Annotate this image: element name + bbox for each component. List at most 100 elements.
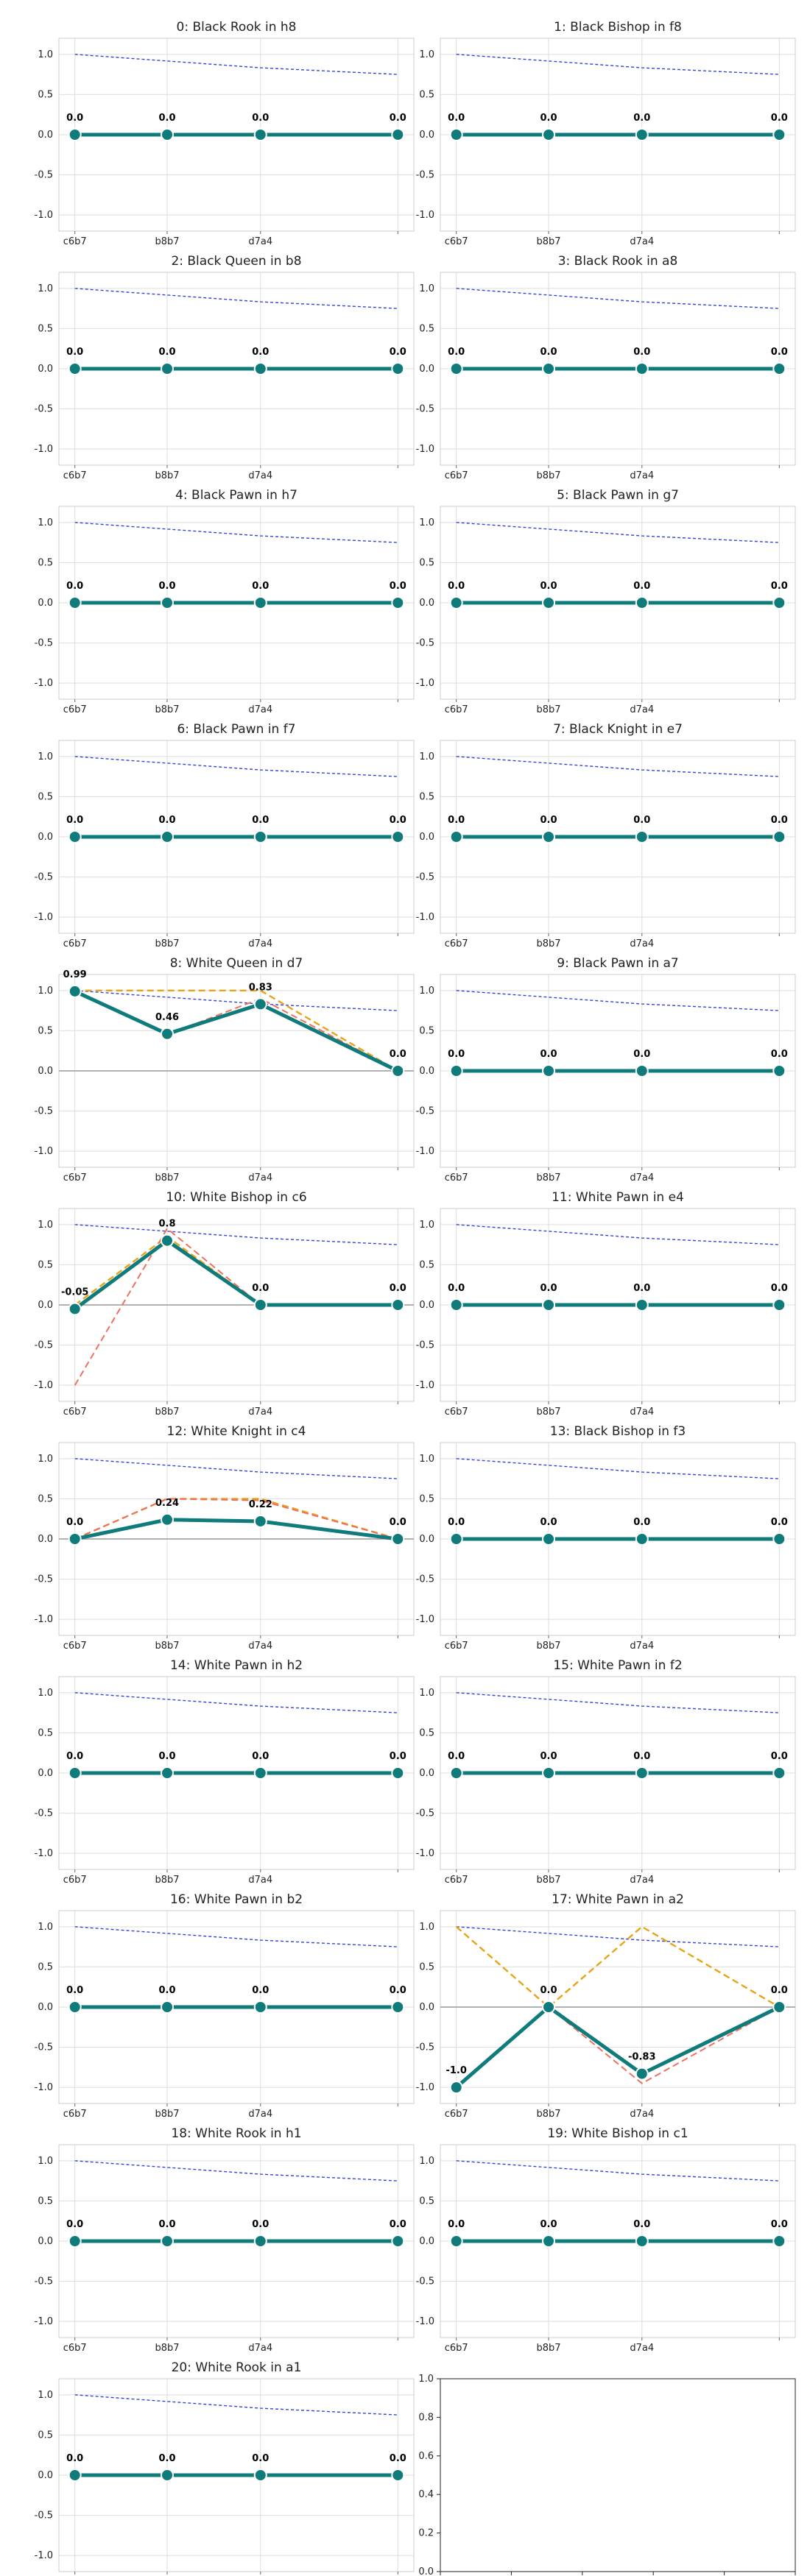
y-tick-label: 0.0 [38, 1768, 53, 1779]
data-point [253, 1766, 267, 1780]
data-label: -1.0 [446, 2065, 466, 2076]
data-label: 0.0 [158, 1751, 175, 1762]
x-tick-label: b8b7 [155, 2343, 179, 2354]
data-label: 0.0 [66, 113, 83, 124]
series-trend-line [74, 522, 398, 543]
x-tick-label: d7a4 [248, 1875, 272, 1886]
subplot-title: 17: White Pawn in a2 [552, 1892, 684, 1907]
y-tick-label: 1.0 [419, 517, 434, 528]
data-label: 0.0 [633, 581, 650, 592]
x-tick-label: d7a4 [248, 236, 272, 247]
series-trend-line [74, 288, 398, 309]
x-tick-label: b8b7 [536, 938, 560, 949]
data-point [772, 1532, 786, 1546]
y-tick-label: 0.5 [38, 1961, 53, 1972]
data-point [635, 830, 649, 843]
y-tick-label: 1.0 [419, 1688, 434, 1699]
x-tick-label: b8b7 [155, 470, 179, 481]
data-point [542, 2234, 556, 2248]
data-point [68, 1766, 82, 1780]
data-point [542, 1766, 556, 1780]
x-tick-label: b8b7 [155, 1172, 179, 1183]
series-trend-line [74, 2394, 398, 2416]
data-label: 0.0 [66, 2453, 83, 2464]
data-label: 0.0 [390, 2453, 406, 2464]
y-tick-label: -0.5 [35, 170, 53, 181]
data-point [68, 830, 82, 843]
data-point [449, 128, 463, 141]
y-tick-label: 0.5 [38, 323, 53, 334]
data-label: 0.46 [155, 1012, 179, 1023]
y-tick-label: -0.5 [35, 1106, 53, 1117]
x-tick-label: d7a4 [630, 938, 654, 949]
data-label: 0.0 [252, 2219, 269, 2230]
y-tick-label: -1.0 [35, 2550, 53, 2561]
data-label: 0.0 [540, 581, 557, 592]
data-point [772, 1766, 786, 1780]
y-tick-label: -1.0 [416, 2082, 434, 2093]
x-tick-label: d7a4 [630, 1406, 654, 1418]
data-label: 0.0 [252, 581, 269, 592]
y-tick-label: 0.0 [419, 364, 434, 375]
data-label: 0.0 [158, 581, 175, 592]
y-tick-label: 1.0 [418, 2374, 434, 2385]
y-tick-label: -0.5 [416, 2042, 434, 2053]
data-label: 0.0 [390, 1985, 406, 1996]
data-label: 0.0 [448, 113, 465, 124]
y-tick-label: 0.0 [419, 1066, 434, 1077]
data-point [635, 1766, 649, 1780]
data-label: 0.0 [540, 1751, 557, 1762]
x-tick-label: b8b7 [536, 2109, 560, 2120]
data-point [391, 1532, 405, 1546]
series-main-line [74, 1238, 398, 1311]
y-tick-label: -1.0 [416, 1146, 434, 1157]
y-tick-label: 0.5 [38, 1025, 53, 1036]
subplot-3: 3: Black Rook in a8 1.0 0.5 0.0 -0.5 -1.0 c6b7… [416, 254, 796, 481]
y-tick-label: -0.5 [416, 872, 434, 883]
data-label: 0.0 [448, 1283, 465, 1294]
y-tick-label: -1.0 [416, 2316, 434, 2327]
data-label: -0.83 [628, 2052, 655, 2063]
subplot-title: 2: Black Queen in b8 [171, 254, 301, 269]
y-tick-label: 0.5 [38, 2195, 53, 2207]
y-tick-label: 0.0 [38, 1300, 53, 1311]
data-label: 0.0 [66, 1985, 83, 1996]
y-tick-label: 1.0 [419, 1454, 434, 1465]
y-tick-label: 0.5 [38, 1493, 53, 1504]
data-label: 0.0 [252, 1751, 269, 1762]
y-tick-label: 0.0 [419, 130, 434, 141]
y-tick-label: -1.0 [35, 2316, 53, 2327]
x-tick-label: c6b7 [445, 2343, 468, 2354]
subplot-title: 13: Black Bishop in f3 [550, 1424, 686, 1439]
subplot-10: 10: White Bishop in c6 1.0 0.5 0.0 -0.5 -1.0 c… [35, 1190, 415, 1418]
subplot-title: 6: Black Pawn in f7 [177, 722, 295, 737]
series-trend-line [74, 2160, 398, 2182]
y-tick-label: 1.0 [419, 1220, 434, 1231]
series-trend-line [74, 1224, 398, 1245]
series-trend-line [456, 990, 780, 1011]
y-tick-label: 1.0 [38, 49, 53, 60]
data-label: 0.0 [633, 1517, 650, 1528]
data-label: 0.0 [771, 1985, 788, 1996]
subplot-15: 15: White Pawn in f2 1.0 0.5 0.0 -0.5 -1.0 c6b… [416, 1658, 796, 1886]
y-tick-label: 0.0 [419, 2002, 434, 2013]
y-tick-label: 0.5 [419, 2195, 434, 2207]
series-trend-line [74, 756, 398, 777]
y-tick-label: 0.0 [38, 1534, 53, 1545]
y-tick-label: -1.0 [416, 444, 434, 455]
y-tick-label: 0.0 [419, 1534, 434, 1545]
y-tick-label: 0.5 [38, 1727, 53, 1738]
y-tick-label: -1.0 [35, 912, 53, 923]
x-tick-label: c6b7 [63, 704, 87, 715]
data-point [161, 596, 175, 609]
data-point [542, 830, 556, 843]
data-point [542, 362, 556, 375]
y-tick-label: -0.5 [35, 638, 53, 649]
data-point [635, 1064, 649, 1078]
data-label: 0.0 [448, 581, 465, 592]
x-tick-label: d7a4 [248, 704, 272, 715]
y-tick-label: 0.0 [38, 598, 53, 609]
y-tick-label: -0.5 [35, 404, 53, 415]
y-tick-label: 1.0 [419, 283, 434, 294]
data-point [635, 2234, 649, 2248]
